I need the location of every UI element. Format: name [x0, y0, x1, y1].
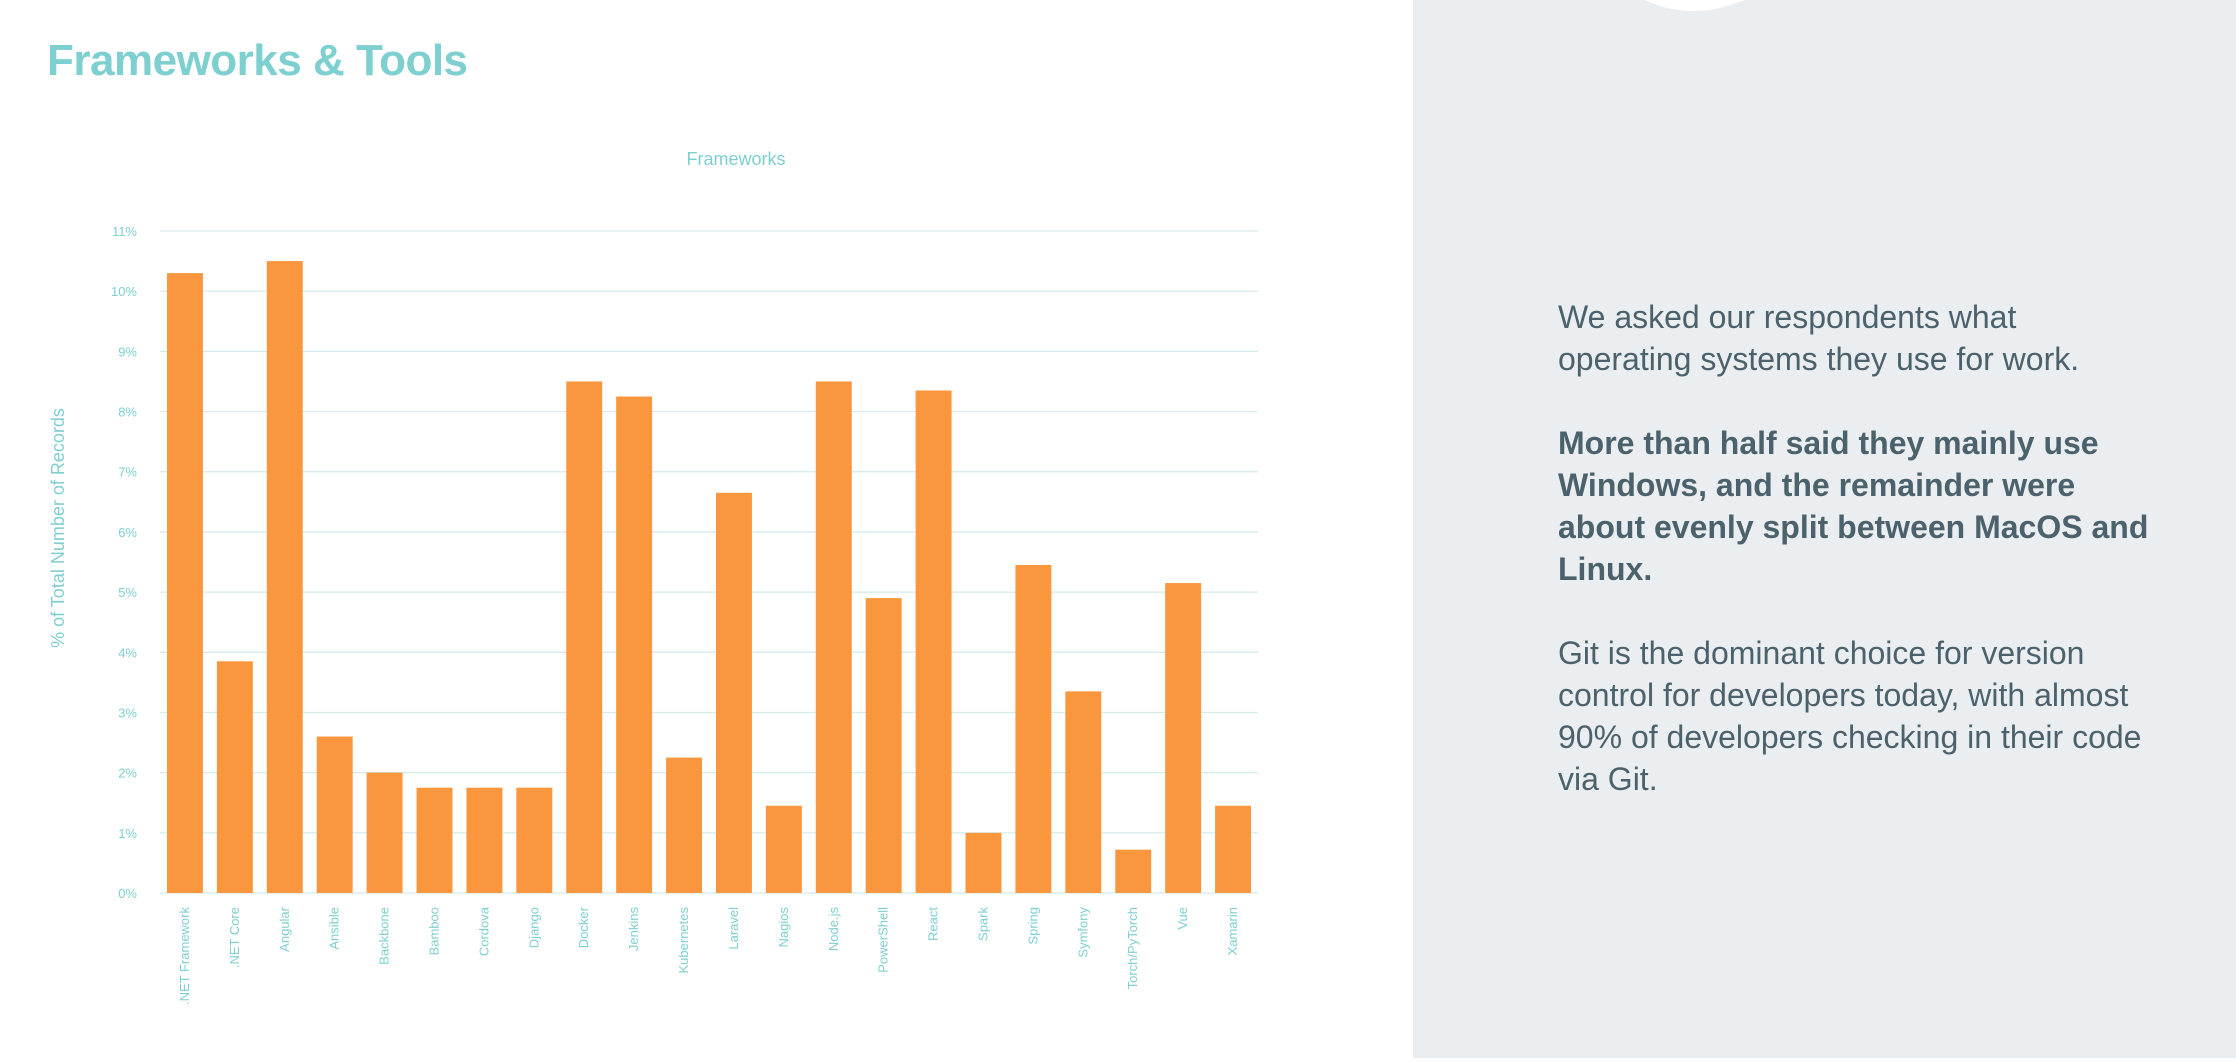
x-tick-label: Bamboo — [427, 907, 442, 955]
x-tick-label: React — [926, 907, 941, 941]
commentary-paragraph-2: More than half said they mainly use Wind… — [1558, 425, 2149, 587]
y-tick-label: 4% — [118, 645, 137, 660]
x-tick-labels: .NET Framework .NET Core Angular Ansible Bac… — [177, 906, 1240, 1005]
frameworks-chart: Frameworks % of Total Number of Records … — [48, 149, 1258, 1005]
x-tick-label: Cordova — [476, 906, 491, 956]
bar — [466, 787, 503, 893]
x-tick-label: Symfony — [1075, 907, 1090, 958]
y-tick-label: 2% — [118, 766, 137, 781]
bar — [666, 757, 703, 893]
bar — [566, 381, 603, 893]
bar — [516, 787, 553, 893]
x-tick-label: Backbone — [377, 907, 392, 965]
x-tick-label: Nagios — [776, 907, 791, 948]
decorative-shape — [1558, 0, 1994, 40]
x-tick-label: PowerShell — [876, 907, 891, 973]
y-axis-label: % of Total Number of Records — [48, 408, 68, 648]
chart-svg: Frameworks % of Total Number of Records … — [48, 149, 1258, 1005]
x-tick-label: Node.js — [826, 907, 841, 952]
bar — [1165, 583, 1202, 893]
bar — [765, 805, 802, 893]
bar — [965, 832, 1002, 893]
y-tick-label: 8% — [118, 405, 137, 420]
x-tick-label: Docker — [576, 906, 591, 948]
y-tick-label: 7% — [118, 465, 137, 480]
bar — [616, 396, 653, 893]
chart-title: Frameworks — [686, 149, 785, 169]
x-tick-label: Jenkins — [626, 907, 641, 952]
bar — [1015, 565, 1052, 893]
bar — [416, 787, 453, 893]
y-tick-label: 1% — [118, 826, 137, 841]
bar — [1215, 805, 1252, 893]
y-tick-label: 9% — [118, 344, 137, 359]
bar — [815, 381, 852, 893]
bar — [216, 661, 253, 893]
y-tick-label: 3% — [118, 705, 137, 720]
bar — [715, 492, 752, 893]
bar — [366, 772, 403, 893]
x-tick-label: Angular — [277, 906, 292, 951]
y-tick-labels: 0% 1% 2% 3% 4% 5% 6% 7% 8% 9% 10% 11% — [111, 224, 137, 901]
x-tick-label: Spring — [1025, 907, 1040, 945]
x-tick-label: Torch/PyTorch — [1125, 907, 1140, 989]
x-tick-label: Xamarin — [1225, 907, 1240, 955]
bar — [865, 598, 902, 893]
x-tick-label: Kubernetes — [676, 907, 691, 974]
y-tick-label: 10% — [111, 284, 137, 299]
commentary-paragraph-1: We asked our respondents what operating … — [1558, 299, 2080, 377]
y-tick-label: 5% — [118, 585, 137, 600]
x-tick-label: .NET Core — [227, 907, 242, 968]
bars — [166, 261, 1252, 893]
x-tick-label: Django — [526, 907, 541, 948]
bar — [316, 736, 353, 893]
commentary-panel: We asked our respondents what operating … — [1413, 0, 2236, 1058]
x-tick-label: Spark — [976, 907, 991, 941]
commentary-text: We asked our respondents what operating … — [1558, 296, 2158, 842]
bar — [915, 390, 952, 893]
bar — [266, 261, 303, 893]
bar — [1065, 691, 1102, 893]
x-tick-label: Vue — [1175, 907, 1190, 930]
x-tick-label: Ansible — [327, 907, 342, 950]
x-tick-label: .NET Framework — [177, 907, 192, 1005]
commentary-paragraph-3: Git is the dominant choice for version c… — [1558, 635, 2142, 797]
y-tick-label: 0% — [118, 886, 137, 901]
x-tick-label: Laravel — [726, 907, 741, 950]
bar — [1115, 849, 1152, 893]
bar — [166, 273, 203, 893]
page-title: Frameworks & Tools — [47, 36, 468, 85]
y-tick-label: 6% — [118, 525, 137, 540]
y-tick-label: 11% — [112, 224, 137, 239]
